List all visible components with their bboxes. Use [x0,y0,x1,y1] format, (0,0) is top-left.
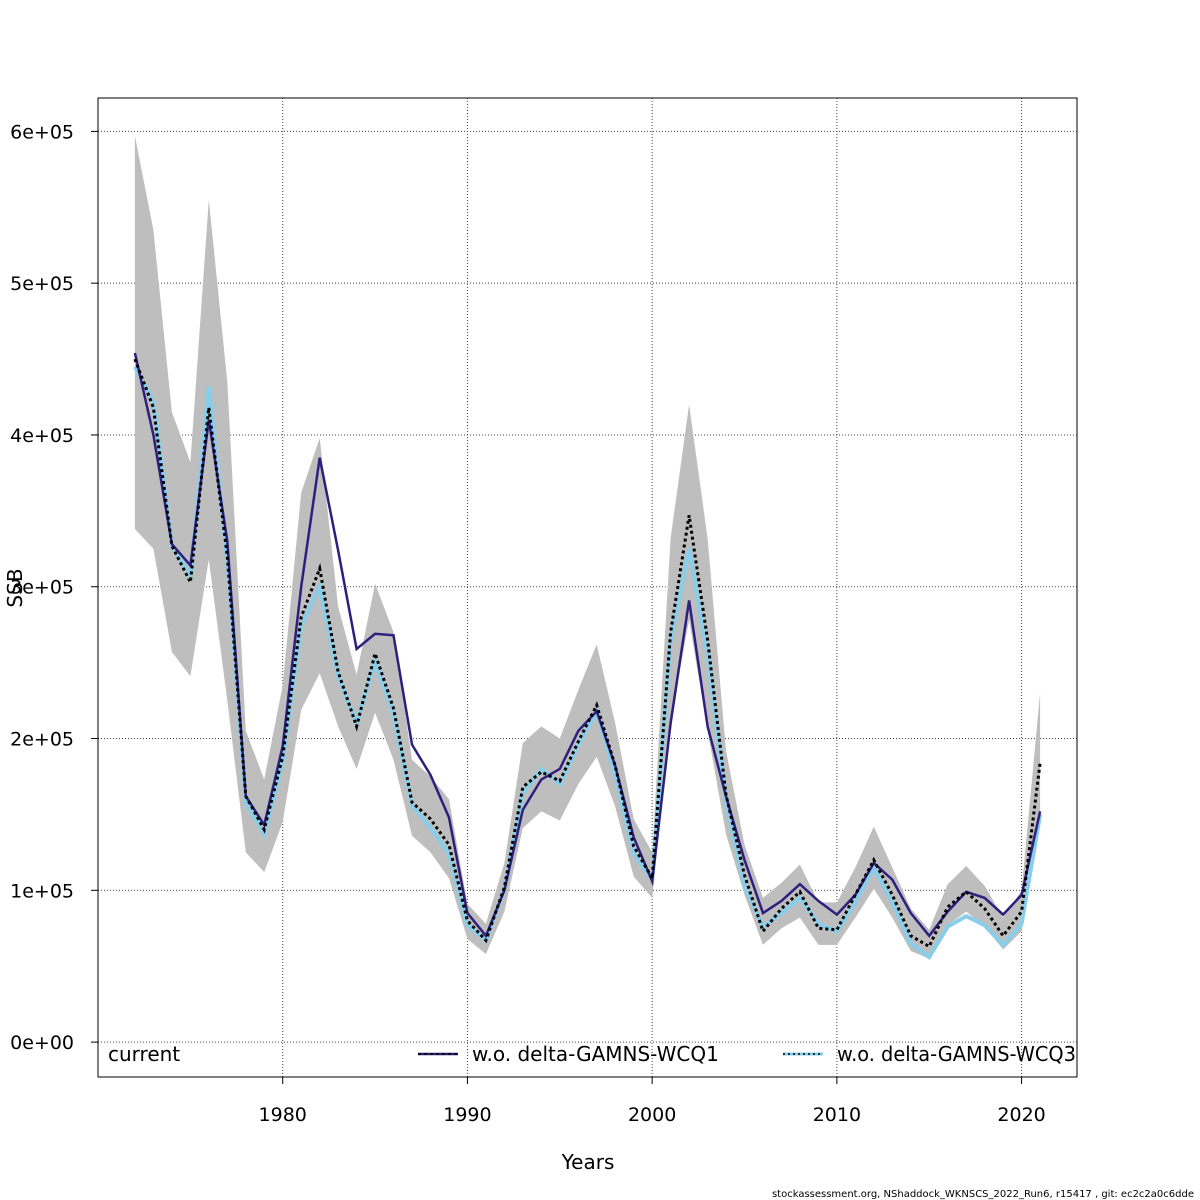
y-axis-title: SSB [3,568,27,607]
x-axis: 1980 1990 2000 2010 2020 [259,1077,1046,1126]
confidence-band [134,135,1041,959]
y-tick-label: 3e+05 [10,577,74,599]
x-tick-label: 2000 [628,1104,676,1126]
y-tick-label: 0e+00 [10,1032,74,1054]
x-tick-label: 1990 [443,1104,491,1126]
legend-label-wcq3: w.o. delta-GAMNS-WCQ3 [837,1042,1076,1066]
x-tick-label: 2010 [813,1104,861,1126]
y-tick-label: 2e+05 [10,729,74,751]
legend: current w.o. delta-GAMNS-WCQ1 w.o. delta… [108,1042,1076,1066]
x-axis-title: Years [561,1150,615,1174]
footer-credit: stockassessment.org, NShaddock_WKNSCS_20… [772,1189,1194,1200]
legend-label-wcq1: w.o. delta-GAMNS-WCQ1 [472,1042,719,1066]
y-axis: 0e+00 1e+05 2e+05 3e+05 4e+05 5e+05 6e+05 [10,121,98,1054]
series-line-current [133,358,1042,949]
legend-label-current: current [108,1042,180,1066]
plot-frame [97,97,1078,1078]
series-lines [133,352,1043,961]
y-tick-label: 1e+05 [10,880,74,902]
y-tick-label: 6e+05 [10,121,74,143]
x-tick-label: 1980 [259,1104,307,1126]
x-tick-label: 2020 [997,1104,1045,1126]
y-tick-label: 5e+05 [10,273,74,295]
series-line-wcq3 [133,365,1043,961]
y-tick-label: 4e+05 [10,425,74,447]
